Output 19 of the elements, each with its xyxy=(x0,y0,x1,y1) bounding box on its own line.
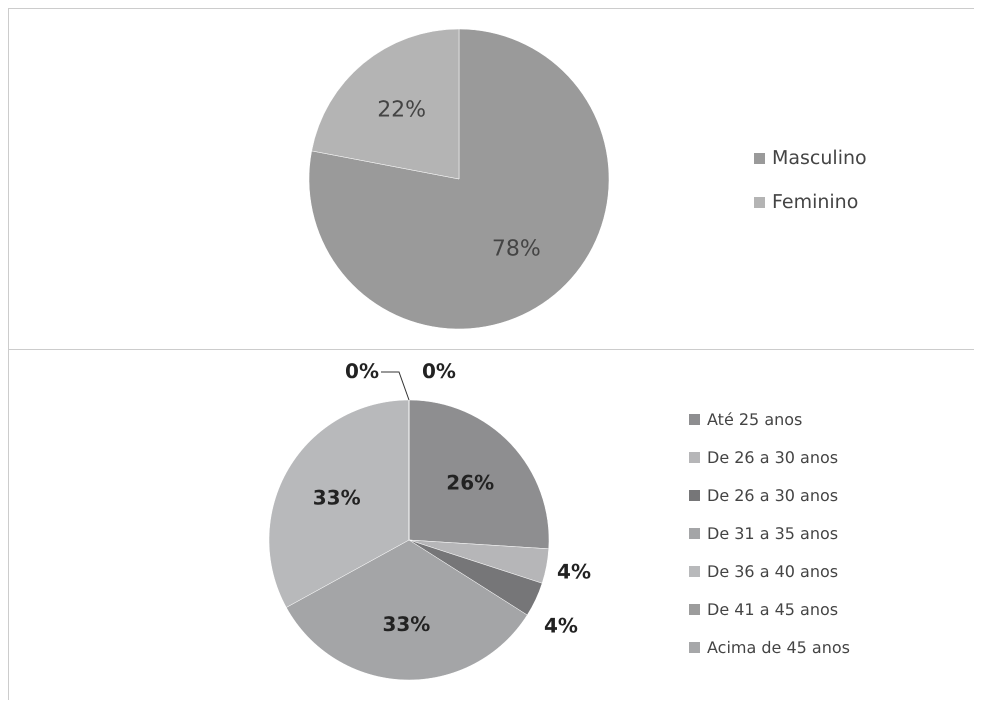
legend-label: De 31 a 35 anos xyxy=(707,524,838,543)
pie-slice xyxy=(309,28,610,330)
data-label: 33% xyxy=(382,612,430,636)
legend-label: De 36 a 40 anos xyxy=(707,562,838,581)
data-label: 4% xyxy=(544,614,578,638)
text: 0% xyxy=(345,359,379,383)
data-label: 78% xyxy=(492,236,541,262)
legend-label: Masculino xyxy=(772,147,867,169)
legend-label: Até 25 anos xyxy=(707,410,802,429)
legend-label: De 26 a 30 anos xyxy=(707,486,838,505)
legend-label: Acima de 45 anos xyxy=(707,638,850,657)
text: 0% xyxy=(422,359,456,383)
data-label: 22% xyxy=(377,98,426,123)
data-label: 33% xyxy=(312,485,361,510)
legend-label: De 41 a 45 anos xyxy=(707,600,838,619)
legend-label: De 26 a 30 anos xyxy=(707,448,838,467)
data-label: 26% xyxy=(446,470,494,494)
legend-label: Feminino xyxy=(772,191,858,213)
data-label: 4% xyxy=(557,559,592,584)
